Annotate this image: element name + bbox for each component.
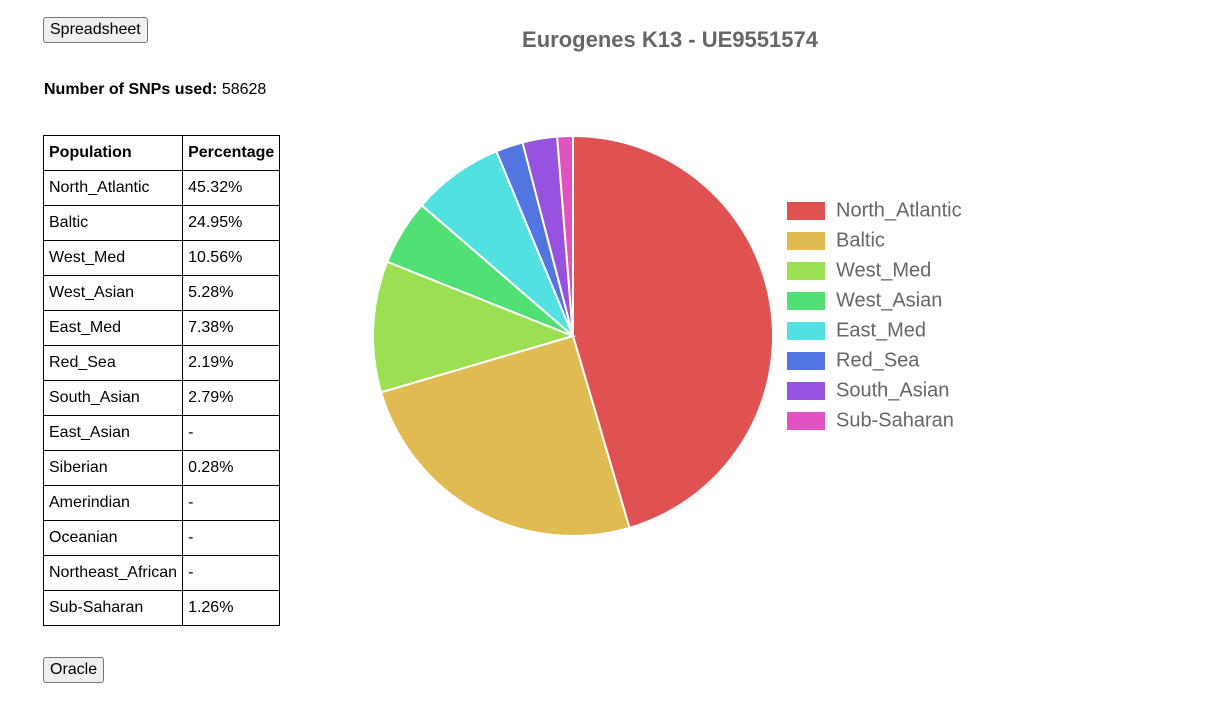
table-cell: Sub-Saharan [42, 590, 184, 626]
spreadsheet-button[interactable]: Spreadsheet [43, 17, 148, 43]
table-cell: Red_Sea [42, 345, 184, 381]
table-cell: West_Med [42, 240, 184, 276]
legend-swatch [787, 202, 825, 220]
snp-value: 58628 [221, 81, 267, 98]
snp-count: Number of SNPs used: 58628 [44, 81, 266, 99]
pie-slice [572, 134, 775, 530]
table-row: Oceanian - [42, 520, 281, 556]
table-row: Sub-Saharan 1.26% [42, 590, 281, 626]
table-cell: West_Asian [42, 275, 184, 311]
legend-label: East_Med [836, 319, 926, 341]
table-row: West_Med 10.56% [42, 240, 281, 276]
population-table: Population Percentage North_Atlantic 45.32%… [42, 135, 281, 626]
snp-label: Number of SNPs used: [44, 81, 218, 98]
legend-swatch [787, 232, 825, 250]
legend-label: West_Med [836, 259, 931, 281]
legend-swatch [787, 382, 825, 400]
table-cell: 45.32% [182, 170, 281, 206]
chart-title: Eurogenes K13 - UE9551574 [522, 27, 819, 52]
pie-slice [372, 260, 577, 394]
legend-swatch [787, 412, 825, 430]
table-cell: Baltic [42, 205, 184, 241]
table-cell: 7.38% [182, 310, 281, 346]
pie-slice [379, 334, 631, 537]
legend-swatch [787, 352, 825, 370]
pie-slice [556, 134, 574, 337]
table-cell: - [182, 520, 281, 556]
table-row: Northeast_African - [42, 555, 281, 591]
table-row: Red_Sea 2.19% [42, 345, 281, 381]
table-cell: North_Atlantic [42, 170, 184, 206]
table-cell: Northeast_African [42, 555, 184, 591]
legend-label: South_Asian [836, 379, 949, 401]
table-cell: South_Asian [42, 380, 184, 416]
table-row: Baltic 24.95% [42, 205, 281, 241]
oracle-button[interactable]: Oracle [43, 657, 105, 683]
legend-label: Baltic [836, 229, 885, 251]
table-row: North_Atlantic 45.32% [42, 170, 281, 206]
table-cell: 10.56% [182, 240, 281, 276]
legend-swatch [787, 322, 825, 340]
table-row: Siberian 0.28% [42, 450, 281, 486]
table-cell: Siberian [42, 450, 184, 486]
table-row: Amerindian - [42, 485, 281, 521]
table-cell: Amerindian [42, 485, 184, 521]
legend-label: Sub-Saharan [836, 409, 954, 431]
table-cell: - [182, 555, 281, 591]
table-row: East_Asian - [42, 415, 281, 451]
legend-swatch [787, 292, 825, 310]
legend-label: Red_Sea [836, 349, 920, 371]
legend-label: North_Atlantic [836, 199, 962, 221]
table-cell: 1.26% [182, 590, 281, 626]
table-cell: East_Asian [42, 415, 184, 451]
table-cell: Oceanian [42, 520, 184, 556]
table-cell: 24.95% [182, 205, 281, 241]
table-row: South_Asian 2.79% [42, 380, 281, 416]
legend-label: West_Asian [836, 289, 942, 311]
header-cell: Percentage [182, 135, 281, 171]
legend-swatch [787, 262, 825, 280]
table-cell: 2.79% [182, 380, 281, 416]
table-row: West_Asian 5.28% [42, 275, 281, 311]
table-cell: 0.28% [182, 450, 281, 486]
